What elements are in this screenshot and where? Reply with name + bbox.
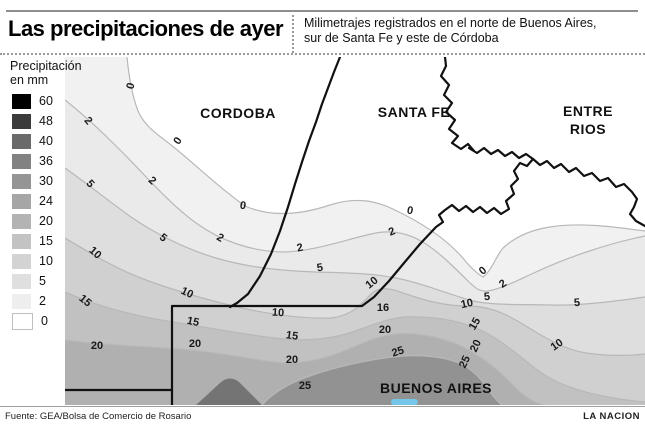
legend-title-line2: en mm (10, 73, 49, 87)
legend-swatch (12, 113, 31, 129)
legend-swatch (12, 273, 31, 289)
band-30plus (196, 378, 262, 405)
legend-item: 40 (10, 131, 100, 151)
border-parana-river (439, 57, 535, 161)
legend: Precipitación en mm 60 48 40 36 30 24 20 15 10 5 2… (10, 59, 100, 331)
legend-swatch (12, 173, 31, 189)
province-borders (65, 57, 645, 405)
legend-value: 36 (39, 154, 53, 168)
legend-value: 20 (39, 214, 53, 228)
legend-swatch (12, 193, 31, 209)
band-0-white (127, 57, 645, 277)
legend-item: 30 (10, 171, 100, 191)
legend-value: 2 (39, 294, 46, 308)
legend-scale: 60 48 40 36 30 24 20 15 10 5 2 0 (10, 91, 100, 331)
water-dash (391, 399, 418, 405)
border-buenos-aires-north (170, 157, 535, 405)
legend-item: 36 (10, 151, 100, 171)
legend-swatch (12, 253, 31, 269)
border-entre-rios-south (531, 157, 645, 228)
legend-item: 2 (10, 291, 100, 311)
legend-value: 60 (39, 94, 53, 108)
legend-value: 5 (39, 274, 46, 288)
legend-value: 48 (39, 114, 53, 128)
subtitle-line1: Milimetrajes registrados en el norte de … (304, 16, 597, 30)
footer: Fuente: GEA/Bolsa de Comercio de Rosario… (0, 406, 645, 422)
brand-name: LA NACION (583, 411, 640, 422)
band-25-30 (262, 355, 502, 405)
page-title: Las precipitaciones de ayer (8, 16, 284, 41)
legend-item: 48 (10, 111, 100, 131)
legend-item: 10 (10, 251, 100, 271)
header-divider (292, 15, 294, 53)
legend-item: 0 (10, 311, 100, 331)
legend-swatch (12, 153, 31, 169)
legend-item: 15 (10, 231, 100, 251)
legend-item: 60 (10, 91, 100, 111)
border-cordoba-santafe (228, 57, 342, 309)
legend-title: Precipitación en mm (10, 59, 100, 87)
subtitle: Milimetrajes registrados en el norte de … (304, 16, 597, 46)
legend-swatch (12, 213, 31, 229)
legend-item: 20 (10, 211, 100, 231)
legend-swatch (12, 233, 31, 249)
source-credit: Fuente: GEA/Bolsa de Comercio de Rosario (5, 411, 192, 422)
legend-value: 40 (39, 134, 53, 148)
legend-value: 0 (41, 314, 48, 328)
legend-swatch (12, 133, 31, 149)
header-bottom-rule (0, 53, 645, 55)
legend-swatch (12, 93, 31, 109)
legend-value: 10 (39, 254, 53, 268)
legend-value: 24 (39, 194, 53, 208)
legend-value: 30 (39, 174, 53, 188)
legend-swatch (12, 293, 31, 309)
legend-title-line1: Precipitación (10, 59, 82, 73)
top-rule (6, 10, 638, 12)
subtitle-line2: sur de Santa Fe y este de Córdoba (304, 31, 499, 45)
legend-value: 15 (39, 234, 53, 248)
legend-swatch (12, 312, 33, 330)
legend-item: 24 (10, 191, 100, 211)
legend-item: 5 (10, 271, 100, 291)
contour-lines (65, 57, 645, 405)
